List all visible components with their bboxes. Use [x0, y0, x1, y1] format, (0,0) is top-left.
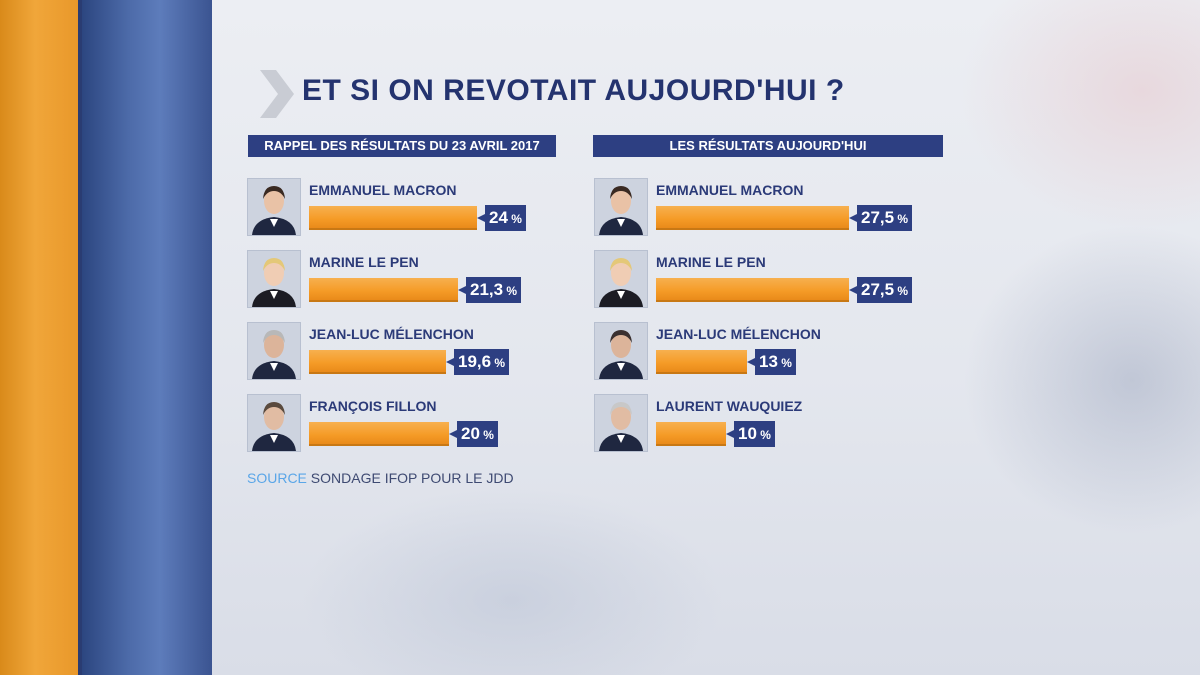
graphic-background [212, 0, 1200, 675]
result-value-unit: % [756, 428, 771, 442]
result-bar [656, 206, 849, 230]
result-bar [309, 422, 449, 446]
candidate-photo [594, 394, 648, 452]
result-value-number: 21,3 [470, 280, 504, 299]
candidate-name: MARINE LE PEN [309, 254, 419, 270]
candidate-row: FRANÇOIS FILLON 20 % [247, 394, 587, 454]
result-value-number: 13 [759, 352, 778, 371]
candidate-row: JEAN-LUC MÉLENCHON 19,6 % [247, 322, 587, 382]
result-value-number: 20 [461, 424, 480, 443]
candidate-row: JEAN-LUC MÉLENCHON 13 % [594, 322, 934, 382]
candidate-photo [594, 250, 648, 308]
side-divider [78, 0, 82, 675]
result-value: 27,5 % [848, 277, 913, 303]
result-value: 20 % [449, 421, 498, 447]
source-label: SOURCE [247, 470, 307, 486]
result-value-unit: % [894, 212, 909, 226]
result-value-number: 10 [738, 424, 757, 443]
result-value: 10 % [726, 421, 775, 447]
result-bar [309, 350, 446, 374]
result-value: 13 % [747, 349, 796, 375]
result-value-unit: % [507, 212, 522, 226]
result-value-unit: % [894, 284, 909, 298]
result-value-unit: % [479, 428, 494, 442]
candidate-name: EMMANUEL MACRON [656, 182, 804, 198]
candidate-name: JEAN-LUC MÉLENCHON [656, 326, 821, 342]
blue-side-stripe [82, 0, 212, 675]
result-value: 19,6 % [445, 349, 510, 375]
chevron-right-icon [260, 70, 294, 118]
result-value: 27,5 % [848, 205, 913, 231]
candidate-name: FRANÇOIS FILLON [309, 398, 437, 414]
candidate-photo [247, 178, 301, 236]
candidate-photo [247, 322, 301, 380]
candidate-photo [594, 178, 648, 236]
candidate-photo [247, 250, 301, 308]
orange-side-stripe [0, 0, 78, 675]
candidate-name: EMMANUEL MACRON [309, 182, 457, 198]
candidate-photo [594, 322, 648, 380]
candidate-row: EMMANUEL MACRON 24 % [247, 178, 587, 238]
result-bar [309, 206, 477, 230]
page-title: ET SI ON REVOTAIT AUJOURD'HUI ? [302, 74, 845, 107]
result-bar [656, 422, 726, 446]
candidate-name: LAURENT WAUQUIEZ [656, 398, 803, 414]
result-value-number: 24 [489, 208, 508, 227]
candidate-photo [247, 394, 301, 452]
result-value-unit: % [491, 356, 506, 370]
result-value-unit: % [777, 356, 792, 370]
result-value-number: 27,5 [861, 280, 895, 299]
candidate-name: JEAN-LUC MÉLENCHON [309, 326, 474, 342]
panel-header-2017: RAPPEL DES RÉSULTATS DU 23 AVRIL 2017 [248, 135, 556, 157]
result-bar [656, 278, 849, 302]
result-value-unit: % [503, 284, 518, 298]
candidate-row: EMMANUEL MACRON 27,5 % [594, 178, 934, 238]
candidate-row: MARINE LE PEN 27,5 % [594, 250, 934, 310]
result-bar [656, 350, 747, 374]
source-note: SOURCE SONDAGE IFOP POUR LE JDD [247, 470, 514, 486]
candidate-name: MARINE LE PEN [656, 254, 766, 270]
result-value: 21,3 % [457, 277, 522, 303]
result-value-number: 19,6 [458, 352, 492, 371]
result-bar [309, 278, 458, 302]
candidate-row: LAURENT WAUQUIEZ 10 % [594, 394, 934, 454]
result-value: 24 % [477, 205, 526, 231]
candidate-row: MARINE LE PEN 21,3 % [247, 250, 587, 310]
result-value-number: 27,5 [861, 208, 895, 227]
panel-header-today: LES RÉSULTATS AUJOURD'HUI [593, 135, 943, 157]
source-text: SONDAGE IFOP POUR LE JDD [310, 470, 514, 486]
